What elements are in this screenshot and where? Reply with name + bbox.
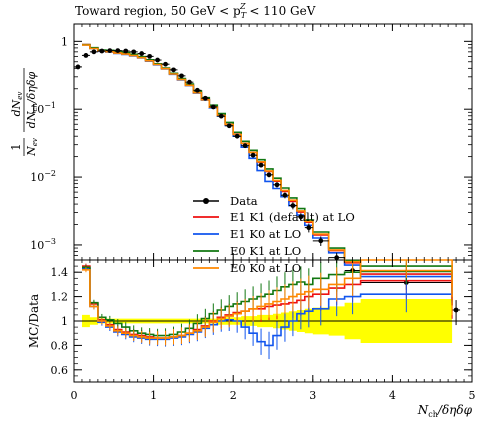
- ratio-plot-layer: [74, 259, 472, 360]
- data-point: [139, 51, 145, 56]
- ratio-histogram-3: [82, 259, 453, 339]
- y-tick-label: 1: [61, 35, 68, 48]
- data-point: [171, 67, 176, 73]
- chart-title: Toward region, 50 GeV < pTZ < 110 GeV: [75, 2, 316, 20]
- x-tick-label: 4: [389, 389, 396, 402]
- main-y-axis-label: 1 Nev dNev dNch/δηδφ: [9, 68, 39, 157]
- x-tick-label: 5: [469, 389, 476, 402]
- data-point: [210, 104, 216, 110]
- ratio-tick-label: 1.4: [51, 266, 69, 279]
- legend-item-e0k1: E0 K1 at LO: [193, 244, 301, 258]
- data-point: [91, 49, 97, 55]
- legend-item-e0k0: E0 K0 at LO: [193, 261, 301, 275]
- data-point: [290, 203, 296, 208]
- x-tick-label: 1: [150, 389, 157, 402]
- data-point: [187, 79, 192, 85]
- y-label-denominator: dNch/δηδφ: [25, 72, 39, 129]
- data-point: [202, 95, 208, 101]
- data-point: [226, 123, 232, 129]
- data-point: [318, 238, 324, 244]
- x-tick-label: 0: [71, 389, 78, 402]
- data-point: [453, 307, 459, 313]
- main-panel-frame: [73, 23, 473, 261]
- data-point: [131, 49, 137, 55]
- data-point: [218, 113, 224, 119]
- data-point: [234, 133, 240, 139]
- data-point: [107, 48, 113, 54]
- data-point: [147, 53, 153, 59]
- data-point: [242, 143, 248, 149]
- ratio-histogram-2: [82, 265, 453, 337]
- main-plot-layer: [74, 43, 461, 326]
- y-label-prefactor: 1: [9, 143, 23, 151]
- data-point: [298, 214, 304, 220]
- data-point: [194, 87, 200, 93]
- data-point: [83, 53, 89, 58]
- mc-histogram-2: [82, 43, 453, 301]
- data-point: [179, 73, 184, 79]
- legend-label-e1k1: E1 K1 (default) at LO: [230, 210, 355, 224]
- data-point: [306, 225, 312, 231]
- data-point: [123, 48, 129, 54]
- ratio-tick-label: 1: [61, 315, 68, 328]
- mc-histogram-3: [82, 44, 453, 305]
- x-tick-label: 3: [309, 389, 316, 402]
- legend-item-e1k1: E1 K1 (default) at LO: [193, 210, 355, 224]
- axis-layer: 0 1 2 3 4 5 10−3 10−2 10−1 1 0.6 0.8 1 1.2 1.4: [30, 24, 476, 402]
- legend: Data E1 K1 (default) at LO E1 K0 at LO E…: [193, 194, 355, 275]
- data-point: [99, 48, 105, 54]
- ratio-y-axis-label: MC/Data: [27, 294, 41, 348]
- y-tick-label: 10−3: [30, 237, 56, 252]
- data-point: [115, 48, 121, 54]
- y-tick-label: 10−2: [30, 169, 56, 184]
- data-point: [274, 182, 280, 188]
- data-point: [155, 57, 160, 63]
- legend-label-e0k1: E0 K1 at LO: [230, 244, 301, 258]
- y-tick-label: 10−1: [30, 101, 56, 116]
- ratio-tick-label: 0.8: [51, 339, 69, 352]
- legend-item-data: Data: [193, 194, 258, 208]
- y-label-numerator: dNev: [10, 92, 24, 117]
- legend-label-data: Data: [230, 194, 258, 208]
- data-point: [266, 172, 272, 178]
- data-point: [250, 152, 256, 158]
- data-point: [258, 162, 264, 168]
- x-axis-label: Nch/δηδφ: [417, 403, 473, 419]
- legend-item-e1k0: E1 K0 at LO: [193, 227, 301, 241]
- y-label-prefactor-den: Nev: [25, 138, 39, 157]
- data-point: [163, 61, 168, 67]
- legend-label-e0k0: E0 K0 at LO: [230, 261, 301, 275]
- x-tick-label: 2: [230, 389, 237, 402]
- legend-label-e1k0: E1 K0 at LO: [230, 227, 301, 241]
- ratio-tick-label: 1.2: [51, 291, 69, 304]
- data-point: [282, 192, 288, 198]
- ratio-tick-label: 0.6: [51, 364, 69, 377]
